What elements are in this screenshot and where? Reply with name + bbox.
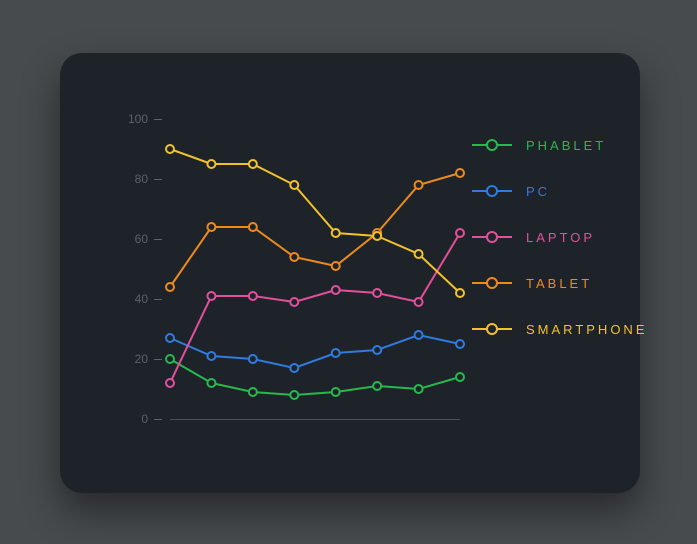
plot-svg — [170, 119, 460, 419]
series-marker-laptop — [166, 379, 174, 387]
y-axis-tick — [154, 359, 162, 360]
y-axis-label: 40 — [114, 292, 148, 306]
series-marker-smartphone — [207, 160, 215, 168]
series-line-smartphone — [170, 149, 460, 293]
series-marker-phablet — [332, 388, 340, 396]
series-marker-tablet — [166, 283, 174, 291]
legend-label: TABLET — [526, 276, 592, 291]
y-axis-tick — [154, 419, 162, 420]
series-marker-laptop — [415, 298, 423, 306]
legend-swatch — [472, 231, 512, 243]
legend-item-phablet[interactable]: PHABLET — [472, 135, 648, 155]
series-marker-pc — [415, 331, 423, 339]
series-marker-phablet — [249, 388, 257, 396]
y-axis-tick — [154, 239, 162, 240]
series-marker-laptop — [207, 292, 215, 300]
y-axis-label: 20 — [114, 352, 148, 366]
series-marker-phablet — [415, 385, 423, 393]
legend-swatch — [472, 277, 512, 289]
y-axis-tick — [154, 119, 162, 120]
series-marker-tablet — [456, 169, 464, 177]
chart-card: 100806040200 PHABLETPCLAPTOPTABLETSMARTP… — [60, 53, 640, 493]
series-marker-laptop — [249, 292, 257, 300]
y-axis-label: 80 — [114, 172, 148, 186]
legend-swatch — [472, 185, 512, 197]
legend-label: LAPTOP — [526, 230, 595, 245]
series-marker-tablet — [249, 223, 257, 231]
plot-area — [170, 119, 460, 419]
y-axis-label: 0 — [114, 412, 148, 426]
x-axis-line — [170, 419, 460, 420]
y-axis-tick — [154, 299, 162, 300]
y-axis-tick — [154, 179, 162, 180]
series-marker-phablet — [456, 373, 464, 381]
series-marker-pc — [332, 349, 340, 357]
series-marker-pc — [249, 355, 257, 363]
series-marker-tablet — [290, 253, 298, 261]
legend-label: SMARTPHONE — [526, 322, 648, 337]
series-marker-smartphone — [290, 181, 298, 189]
legend-swatch — [472, 323, 512, 335]
series-marker-smartphone — [456, 289, 464, 297]
series-marker-tablet — [207, 223, 215, 231]
series-marker-smartphone — [332, 229, 340, 237]
legend: PHABLET PC LAPTOP TABLET SMARTPHONE — [472, 135, 648, 365]
series-marker-phablet — [166, 355, 174, 363]
series-marker-smartphone — [373, 232, 381, 240]
series-marker-smartphone — [166, 145, 174, 153]
y-axis-label: 100 — [114, 112, 148, 126]
legend-item-smartphone[interactable]: SMARTPHONE — [472, 319, 648, 339]
series-marker-phablet — [373, 382, 381, 390]
legend-label: PC — [526, 184, 550, 199]
series-marker-pc — [290, 364, 298, 372]
series-marker-laptop — [332, 286, 340, 294]
series-marker-laptop — [290, 298, 298, 306]
series-marker-tablet — [415, 181, 423, 189]
legend-swatch — [472, 139, 512, 151]
series-marker-pc — [373, 346, 381, 354]
series-marker-pc — [456, 340, 464, 348]
series-marker-smartphone — [249, 160, 257, 168]
series-marker-laptop — [373, 289, 381, 297]
series-marker-pc — [166, 334, 174, 342]
series-marker-phablet — [290, 391, 298, 399]
legend-item-pc[interactable]: PC — [472, 181, 648, 201]
series-marker-laptop — [456, 229, 464, 237]
legend-item-tablet[interactable]: TABLET — [472, 273, 648, 293]
y-axis-label: 60 — [114, 232, 148, 246]
series-marker-phablet — [207, 379, 215, 387]
series-marker-smartphone — [415, 250, 423, 258]
legend-item-laptop[interactable]: LAPTOP — [472, 227, 648, 247]
series-marker-pc — [207, 352, 215, 360]
legend-label: PHABLET — [526, 138, 606, 153]
series-marker-tablet — [332, 262, 340, 270]
